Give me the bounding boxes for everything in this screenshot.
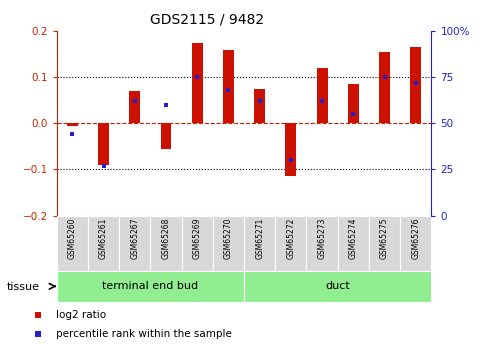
Bar xyxy=(338,216,369,271)
Bar xyxy=(379,52,390,124)
Bar xyxy=(67,124,78,126)
Bar xyxy=(181,216,213,271)
Text: GSM65274: GSM65274 xyxy=(349,218,358,259)
Text: terminal end bud: terminal end bud xyxy=(103,282,198,291)
Bar xyxy=(348,84,359,124)
Bar xyxy=(244,271,431,302)
Text: GSM65271: GSM65271 xyxy=(255,218,264,259)
Text: GSM65270: GSM65270 xyxy=(224,218,233,259)
Text: GSM65276: GSM65276 xyxy=(411,218,420,259)
Text: GSM65261: GSM65261 xyxy=(99,218,108,259)
Text: log2 ratio: log2 ratio xyxy=(56,310,106,321)
Text: GSM65260: GSM65260 xyxy=(68,218,77,259)
Text: GDS2115 / 9482: GDS2115 / 9482 xyxy=(150,12,264,26)
Bar xyxy=(307,216,338,271)
Text: GSM65272: GSM65272 xyxy=(286,218,295,259)
Bar xyxy=(244,216,275,271)
Bar xyxy=(119,216,150,271)
Bar xyxy=(161,124,172,149)
Bar xyxy=(57,216,88,271)
Text: duct: duct xyxy=(325,282,350,291)
Bar xyxy=(369,216,400,271)
Text: GSM65275: GSM65275 xyxy=(380,218,389,259)
Text: GSM65273: GSM65273 xyxy=(317,218,326,259)
Bar xyxy=(275,216,307,271)
Bar xyxy=(192,42,203,124)
Bar xyxy=(317,68,327,124)
Bar xyxy=(410,47,421,124)
Text: percentile rank within the sample: percentile rank within the sample xyxy=(56,328,232,338)
Bar xyxy=(88,216,119,271)
Bar xyxy=(285,124,296,176)
Bar xyxy=(57,271,244,302)
Bar xyxy=(98,124,109,165)
Bar xyxy=(213,216,244,271)
Bar xyxy=(129,91,140,124)
Text: tissue: tissue xyxy=(6,282,39,292)
Bar xyxy=(400,216,431,271)
Bar xyxy=(150,216,181,271)
Bar xyxy=(223,49,234,124)
Bar xyxy=(254,89,265,124)
Text: GSM65269: GSM65269 xyxy=(193,218,202,259)
Text: GSM65267: GSM65267 xyxy=(130,218,139,259)
Text: GSM65268: GSM65268 xyxy=(162,218,171,259)
